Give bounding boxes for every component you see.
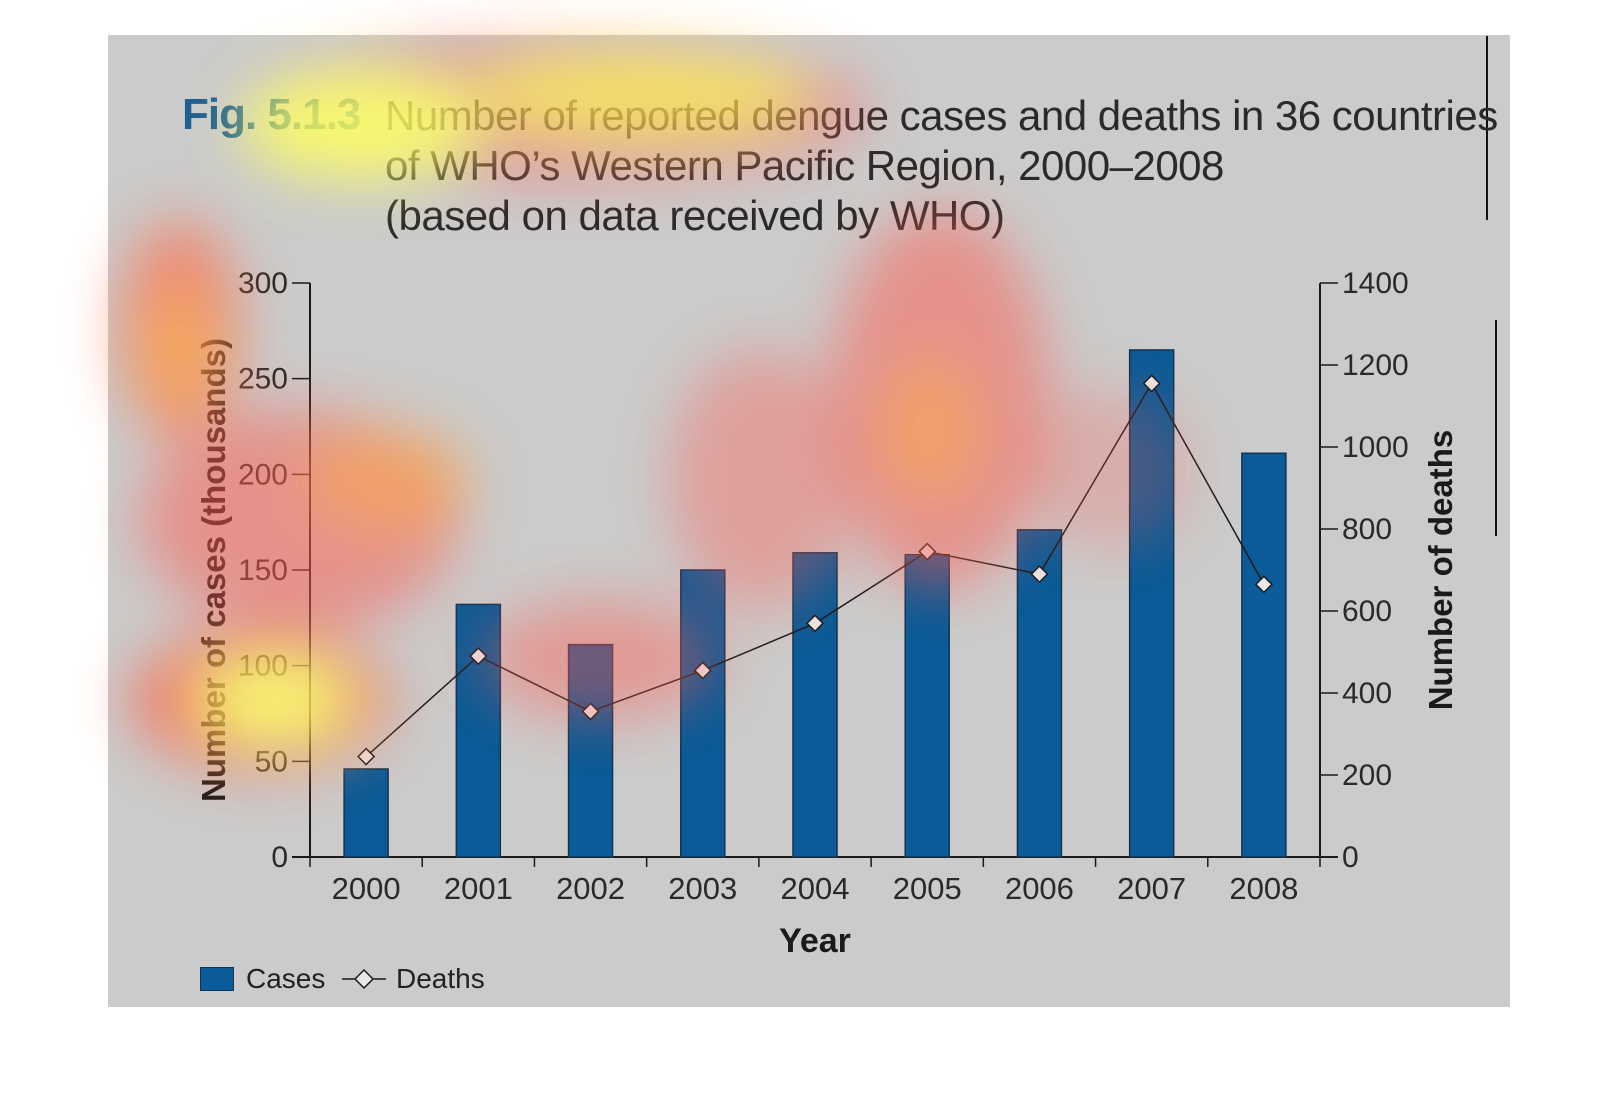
legend-label-cases: Cases xyxy=(246,963,326,994)
left-tick-label: 200 xyxy=(238,458,288,491)
x-tick-label: 2000 xyxy=(332,871,401,906)
right-axis-label: Number of deaths xyxy=(1422,430,1459,711)
bar-cases xyxy=(343,768,389,858)
left-tick-label: 100 xyxy=(238,650,288,683)
left-tick-label: 300 xyxy=(238,267,288,300)
bar-cases xyxy=(904,553,950,858)
cases-swatch xyxy=(200,967,234,991)
left-tick-label: 250 xyxy=(238,363,288,396)
x-tick-label: 2002 xyxy=(556,871,625,906)
x-axis-label: Year xyxy=(779,922,851,960)
x-tick-label: 2004 xyxy=(781,871,850,906)
bar-cases xyxy=(680,569,726,858)
right-tick-label: 600 xyxy=(1342,595,1392,628)
right-tick-label: 1200 xyxy=(1342,349,1409,382)
x-tick-label: 2003 xyxy=(668,871,737,906)
x-tick-label: 2008 xyxy=(1229,871,1298,906)
left-tick-label: 50 xyxy=(255,745,288,778)
right-tick-label: 400 xyxy=(1342,677,1392,710)
right-tick-label: 200 xyxy=(1342,759,1392,792)
right-tick-label: 0 xyxy=(1342,841,1359,874)
x-tick-label: 2007 xyxy=(1117,871,1186,906)
left-axis-label: Number of cases (thousands) xyxy=(195,338,232,802)
deaths-point xyxy=(1254,575,1273,594)
left-tick-label: 150 xyxy=(238,554,288,587)
deaths-point xyxy=(805,614,825,633)
left-tick-label: 0 xyxy=(271,841,288,874)
bar-cases xyxy=(1241,452,1287,858)
bar-cases xyxy=(567,643,614,858)
margin-rule xyxy=(1495,320,1497,536)
right-tick-label: 800 xyxy=(1342,513,1392,546)
bar-cases xyxy=(1128,349,1175,858)
x-tick-label: 2006 xyxy=(1005,871,1074,906)
bar-cases xyxy=(792,552,838,858)
bar-cases xyxy=(455,603,502,858)
deaths-line-diamond-icon xyxy=(342,968,386,990)
legend-item-cases: Cases xyxy=(200,963,325,995)
x-tick-label: 2001 xyxy=(444,871,513,906)
right-tick-label: 1000 xyxy=(1342,431,1409,464)
right-tick-label: 1400 xyxy=(1342,267,1409,300)
legend-item-deaths: Deaths xyxy=(340,963,485,995)
margin-rule xyxy=(1486,36,1488,220)
x-tick-label: 2005 xyxy=(893,871,962,906)
legend-label-deaths: Deaths xyxy=(396,963,485,994)
